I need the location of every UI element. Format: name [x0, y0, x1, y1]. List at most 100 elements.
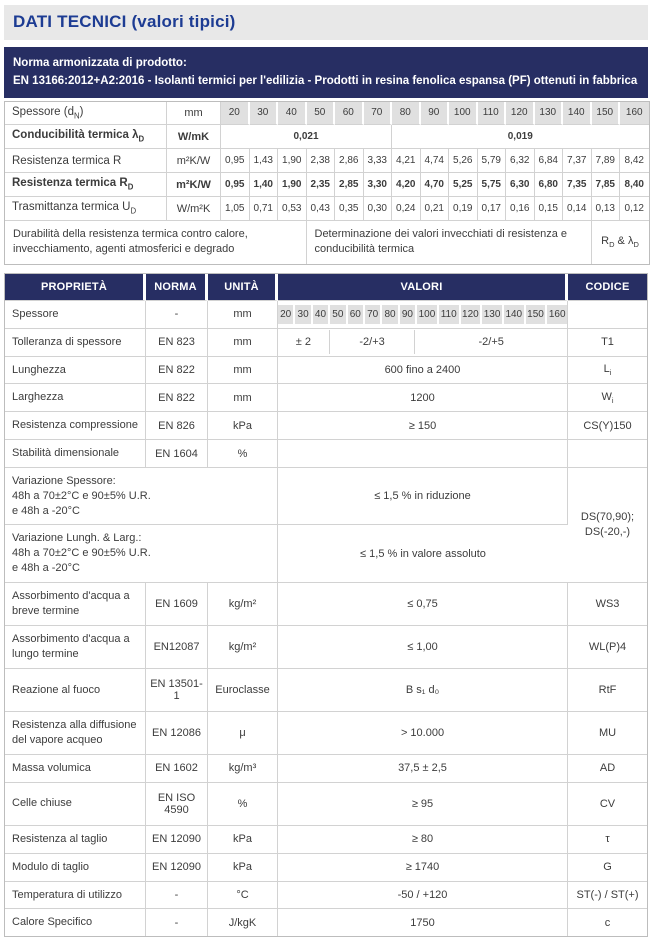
value-cell: 7,85 — [591, 173, 620, 198]
lambda-value-low: 0,021 — [221, 125, 392, 150]
value-cell: 0,95 — [221, 149, 250, 174]
thickness-cell: 80 — [382, 304, 400, 324]
table-row: Resistenza al taglio EN 12090 kPa ≥ 80 τ — [5, 825, 647, 854]
thickness-cell: 150 — [525, 304, 548, 324]
value-cell: 2,38 — [306, 149, 335, 174]
value-cell: 0,30 — [363, 197, 392, 222]
label-text: ) — [79, 105, 84, 118]
codice-cell: T1 — [568, 329, 647, 357]
unita-cell: J/kgK — [208, 909, 278, 937]
label-subscript: D — [130, 206, 137, 216]
code-subscript: i — [609, 368, 612, 378]
table-row: Temperatura di utilizzo - °C -50 / +120 … — [5, 881, 647, 910]
thickness-header-cell: 40 — [278, 101, 307, 126]
table-row: Massa volumica EN 1602 kg/m³ 37,5 ± 2,5 … — [5, 754, 647, 783]
thickness-header-cell: 150 — [591, 101, 620, 126]
value-cell: 1,90 — [278, 149, 307, 174]
durability-code: RD & λD — [592, 221, 649, 264]
norma-cell: EN 1604 — [146, 440, 208, 468]
valori-cell: 37,5 ± 2,5 — [278, 754, 568, 783]
thickness-cell: 130 — [482, 304, 504, 324]
unita-cell: % — [208, 440, 278, 468]
table-row-resistenza-rd: Resistenza termica RD m²K/W 0,95 1,40 1,… — [5, 173, 649, 198]
table-row: Lunghezza EN 822 mm 600 fino a 2400 Li — [5, 356, 647, 385]
table-row-spessore: Spessore (dN) mm 20 30 40 50 60 70 80 90… — [5, 101, 649, 126]
label-text: Spessore (d — [12, 105, 75, 118]
table-row: Stabilità dimensionale EN 1604 % — [5, 440, 647, 468]
property-cell: Tolleranza di spessore — [5, 328, 146, 357]
tolerance-segment: -2/+5 — [478, 336, 504, 349]
unita-cell: kg/m² — [208, 582, 278, 626]
thickness-cell: 40 — [312, 304, 331, 324]
norma-cell: EN 822 — [146, 384, 208, 413]
codice-cell: G — [568, 854, 647, 882]
label-subscript: D — [138, 134, 145, 144]
standard-banner: Norma armonizzata di prodotto: EN 13166:… — [4, 47, 648, 98]
table-row: Larghezza EN 822 mm 1200 Wi — [5, 384, 647, 413]
norma-cell: EN 822 — [146, 356, 208, 385]
thickness-cell: 140 — [503, 304, 526, 324]
tolerance-segment: -2/+3 — [330, 330, 416, 355]
norma-cell: EN 12090 — [146, 853, 208, 882]
codice-cell — [568, 301, 647, 329]
unita-cell: kg/m² — [208, 625, 278, 669]
unit-cell: m²K/W — [167, 173, 221, 198]
norma-cell: EN12087 — [146, 625, 208, 669]
code-text: & λ — [614, 235, 634, 248]
table-row: Resistenza alla diffusione del vapore ac… — [5, 711, 647, 755]
row-label: Conducibilità termica λD — [5, 125, 167, 150]
value-cell: 0,43 — [306, 197, 335, 222]
property-cell: Lunghezza — [5, 356, 146, 385]
codice-cell: Li — [568, 357, 647, 385]
property-cell: Celle chiuse — [5, 782, 146, 826]
thickness-header-cell: 110 — [477, 101, 506, 126]
label-text: Resistenza termica R — [12, 177, 128, 190]
value-cell: 4,21 — [392, 149, 421, 174]
codice-cell: MU — [568, 712, 647, 755]
thickness-header-cell: 30 — [249, 101, 278, 126]
property-cell: Larghezza — [5, 384, 146, 413]
unit-cell: m²K/W — [167, 149, 221, 174]
properties-header-row: PROPRIETÀ NORMA UNITÀ VALORI CODICE — [5, 273, 647, 301]
value-cell: 0,21 — [420, 197, 449, 222]
codice-cell: RtF — [568, 669, 647, 712]
label-subscript: N — [74, 111, 80, 121]
value-cell: 1,05 — [221, 197, 250, 222]
code-text: W — [601, 390, 612, 403]
norma-cell: EN 823 — [146, 328, 208, 357]
thickness-strip: 20 30 40 50 60 70 80 90 100 110 120 130 … — [278, 300, 568, 329]
value-cell: 0,19 — [449, 197, 478, 222]
property-cell: Modulo di taglio — [5, 853, 146, 882]
banner-line-1: Norma armonizzata di prodotto: — [13, 57, 187, 69]
thickness-cell: 70 — [364, 304, 383, 324]
table-row: Resistenza compressione EN 826 kPa ≥ 150… — [5, 412, 647, 441]
codice-cell — [568, 440, 647, 468]
thickness-cell: 160 — [547, 304, 567, 324]
property-cell: Reazione al fuoco — [5, 668, 146, 712]
valori-cell: ≤ 0,75 — [278, 582, 568, 626]
value-cell: 0,71 — [249, 197, 278, 222]
codice-cell: DS(70,90); DS(-20,-) — [568, 468, 647, 583]
codice-cell: ST(-) / ST(+) — [568, 882, 647, 910]
value-cell: 6,84 — [534, 149, 563, 174]
valori-cell: ≥ 95 — [278, 782, 568, 826]
property-cell: Temperatura di utilizzo — [5, 881, 146, 910]
thickness-cell: 90 — [399, 304, 418, 324]
table-row: Celle chiuse EN ISO 4590 % ≥ 95 CV — [5, 782, 647, 826]
norma-cell: - — [146, 909, 208, 937]
table-row-variazione-spessore: Variazione Spessore: 48h a 70±2°C e 90±5… — [5, 467, 647, 583]
value-cell: 8,42 — [620, 149, 649, 174]
unita-cell: kg/m³ — [208, 754, 278, 783]
table-row: Modulo di taglio EN 12090 kPa ≥ 1740 G — [5, 853, 647, 882]
unita-cell: % — [208, 782, 278, 826]
row-label: Resistenza termica RD — [5, 173, 167, 198]
valori-cell: > 10.000 — [278, 711, 568, 755]
thickness-header-cell: 160 — [620, 101, 649, 126]
table-row-resistenza-r: Resistenza termica R m²K/W 0,95 1,43 1,9… — [5, 149, 649, 174]
codice-cell: CS(Y)150 — [568, 412, 647, 441]
value-cell: 4,74 — [420, 149, 449, 174]
value-cell: 5,79 — [477, 149, 506, 174]
table-row-tolleranza: Tolleranza di spessore EN 823 mm ± 2 -2/… — [5, 328, 647, 357]
durability-method: Determinazione dei valori invecchiati di… — [307, 221, 592, 264]
row-label: Spessore (dN) — [5, 101, 167, 126]
